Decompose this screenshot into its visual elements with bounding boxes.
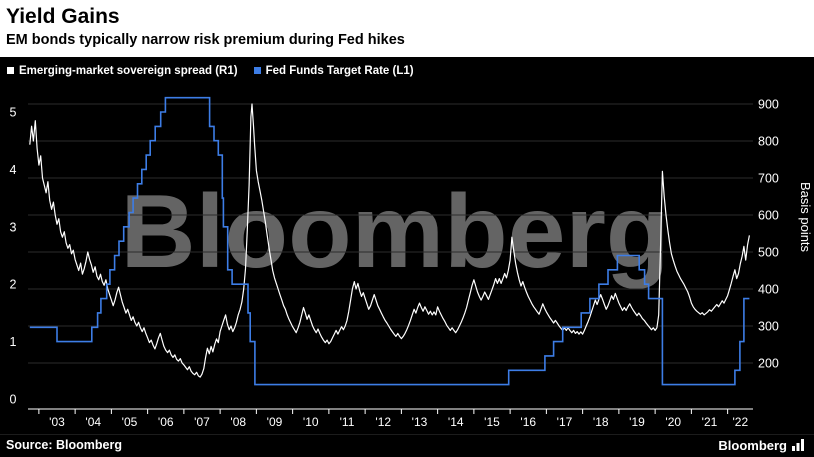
x-axis-tick-label: '11 xyxy=(340,415,355,429)
x-axis-tick-label: '12 xyxy=(375,415,391,429)
right-axis-tick-label: 800 xyxy=(758,135,779,149)
chart-legend: Emerging-market sovereign spread (R1) Fe… xyxy=(0,57,814,77)
x-axis-tick-label: '06 xyxy=(158,415,174,429)
chart-header: Yield Gains EM bonds typically narrow ri… xyxy=(0,0,814,57)
page-subtitle: EM bonds typically narrow risk premium d… xyxy=(6,32,405,48)
legend-label-spread: Emerging-market sovereign spread (R1) xyxy=(19,64,238,77)
x-axis-tick-label: '22 xyxy=(732,415,748,429)
right-axis-tick-label: 600 xyxy=(758,209,779,223)
x-axis-tick-label: '17 xyxy=(557,415,573,429)
legend-item-fed-funds: Fed Funds Target Rate (L1) xyxy=(253,64,414,77)
left-axis-tick-label: 5 xyxy=(10,106,17,120)
bloomberg-watermark: Bloomberg xyxy=(121,174,670,290)
bloomberg-logo-text: Bloomberg xyxy=(718,437,787,453)
left-axis-tick-label: 4 xyxy=(10,163,17,177)
chart-area: Bloomberg 900 800 700 600 500 400 300 200 0 1 2 3 4 5 '… xyxy=(0,77,814,434)
left-axis-tick-label: 3 xyxy=(10,220,17,234)
right-axis-tick-label: 300 xyxy=(758,320,779,334)
x-axis-tick-label: '21 xyxy=(702,415,718,429)
bloomberg-chart-icon xyxy=(792,439,804,451)
right-axis-tick-label: 700 xyxy=(758,172,779,186)
left-axis-tick-label: 0 xyxy=(10,393,17,407)
x-axis-tick-label: '19 xyxy=(629,415,645,429)
x-axis-tick-label: '10 xyxy=(303,415,319,429)
left-axis-tick-label: 1 xyxy=(10,335,17,349)
page-title: Yield Gains xyxy=(6,5,120,28)
x-axis-tick-label: '09 xyxy=(267,415,283,429)
x-axis-tick-label: '15 xyxy=(484,415,500,429)
chart-footer: Source: Bloomberg Bloomberg xyxy=(0,434,814,457)
x-axis-tick-label: '20 xyxy=(665,415,681,429)
em-spread-line xyxy=(29,103,750,378)
right-axis-tick-label: 200 xyxy=(758,357,779,371)
x-axis-tick-label: '08 xyxy=(230,415,246,429)
x-axis-tick-label: '16 xyxy=(520,415,536,429)
right-axis-tick-label: 500 xyxy=(758,246,779,260)
legend-swatch-spread xyxy=(7,67,14,74)
source-note: Source: Bloomberg xyxy=(6,438,122,452)
legend-item-spread: Emerging-market sovereign spread (R1) xyxy=(7,65,238,77)
x-axis-tick-label: '14 xyxy=(448,415,464,429)
legend-label-fed-funds: Fed Funds Target Rate (L1) xyxy=(265,64,414,77)
x-axis-tick-label: '04 xyxy=(85,415,101,429)
chart-canvas: Bloomberg 900 800 700 600 500 400 300 200 0 1 2 3 4 5 '… xyxy=(10,96,813,429)
x-axis-tick-label: '07 xyxy=(194,415,210,429)
x-axis-tick-label: '03 xyxy=(49,415,65,429)
x-axis-tick-label: '18 xyxy=(593,415,609,429)
bloomberg-logo: Bloomberg xyxy=(718,438,804,453)
right-axis-title: Basis points xyxy=(798,182,813,253)
legend-swatch-fed-funds xyxy=(253,67,261,74)
left-axis-tick-label: 2 xyxy=(10,278,17,292)
x-axis-tick-label: '05 xyxy=(122,415,138,429)
x-axis-tick-label: '13 xyxy=(412,415,428,429)
right-axis-tick-label: 400 xyxy=(758,283,779,297)
fed-funds-line xyxy=(29,96,750,386)
right-axis-tick-label: 900 xyxy=(758,98,779,112)
